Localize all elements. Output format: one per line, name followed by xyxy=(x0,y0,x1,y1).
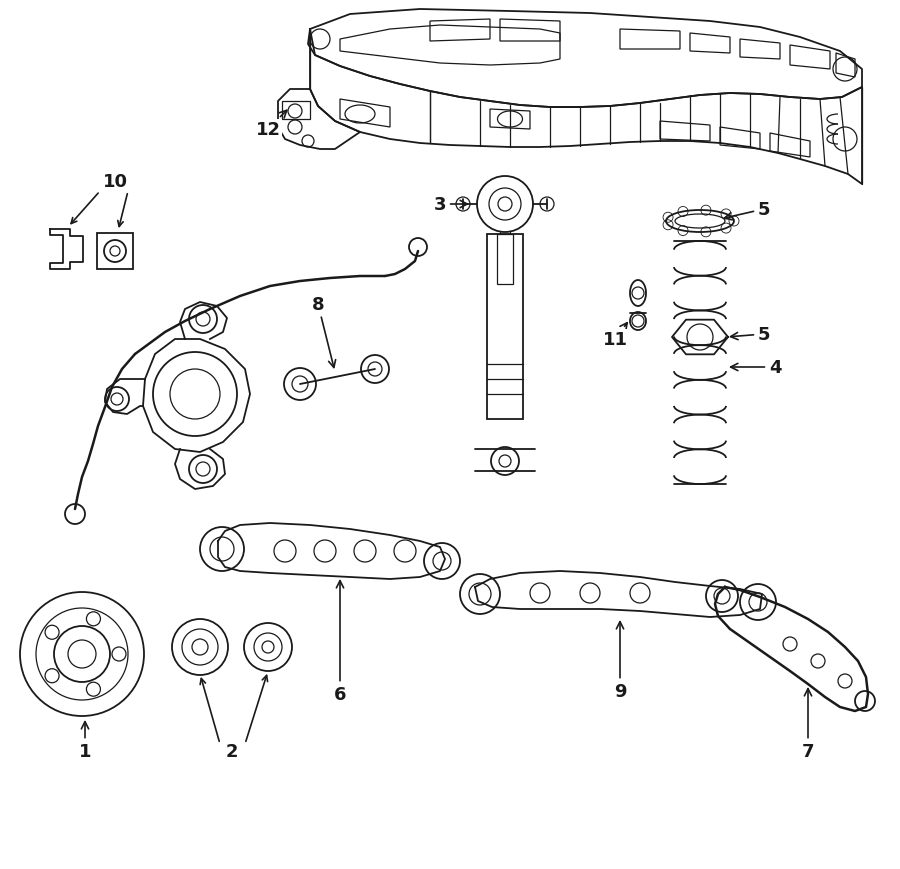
Text: 1: 1 xyxy=(79,722,91,760)
Text: 3: 3 xyxy=(434,196,467,214)
Text: 5: 5 xyxy=(724,201,770,221)
Text: 2: 2 xyxy=(226,742,239,760)
Text: 5: 5 xyxy=(731,326,770,343)
Text: 6: 6 xyxy=(334,581,346,703)
Text: 4: 4 xyxy=(731,359,781,376)
Text: 9: 9 xyxy=(614,622,626,700)
Text: 8: 8 xyxy=(311,295,336,368)
Text: 10: 10 xyxy=(103,173,128,191)
Text: 12: 12 xyxy=(256,111,287,139)
Text: 11: 11 xyxy=(602,323,627,348)
Text: 7: 7 xyxy=(802,689,814,760)
